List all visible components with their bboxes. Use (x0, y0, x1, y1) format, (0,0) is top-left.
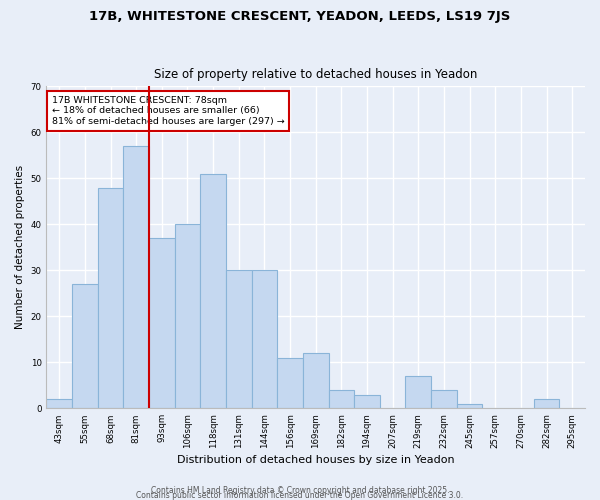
Bar (457, 404, 482, 408)
Bar (329, 390, 354, 408)
Bar (354, 394, 380, 408)
Text: 17B, WHITESTONE CRESCENT, YEADON, LEEDS, LS19 7JS: 17B, WHITESTONE CRESCENT, YEADON, LEEDS,… (89, 10, 511, 23)
Title: Size of property relative to detached houses in Yeadon: Size of property relative to detached ho… (154, 68, 478, 81)
Bar (251, 270, 277, 408)
X-axis label: Distribution of detached houses by size in Yeadon: Distribution of detached houses by size … (177, 455, 455, 465)
Y-axis label: Number of detached properties: Number of detached properties (15, 166, 25, 330)
Bar (431, 390, 457, 408)
Text: Contains public sector information licensed under the Open Government Licence 3.: Contains public sector information licen… (136, 490, 464, 500)
Text: Contains HM Land Registry data © Crown copyright and database right 2025.: Contains HM Land Registry data © Crown c… (151, 486, 449, 495)
Bar (46, 399, 72, 408)
Bar (277, 358, 303, 408)
Bar (303, 353, 329, 408)
Bar (124, 146, 149, 408)
Bar (98, 188, 124, 408)
Text: 17B WHITESTONE CRESCENT: 78sqm
← 18% of detached houses are smaller (66)
81% of : 17B WHITESTONE CRESCENT: 78sqm ← 18% of … (52, 96, 284, 126)
Bar (406, 376, 431, 408)
Bar (200, 174, 226, 408)
Bar (175, 224, 200, 408)
Bar (72, 284, 98, 408)
Bar (226, 270, 251, 408)
Bar (534, 399, 559, 408)
Bar (149, 238, 175, 408)
